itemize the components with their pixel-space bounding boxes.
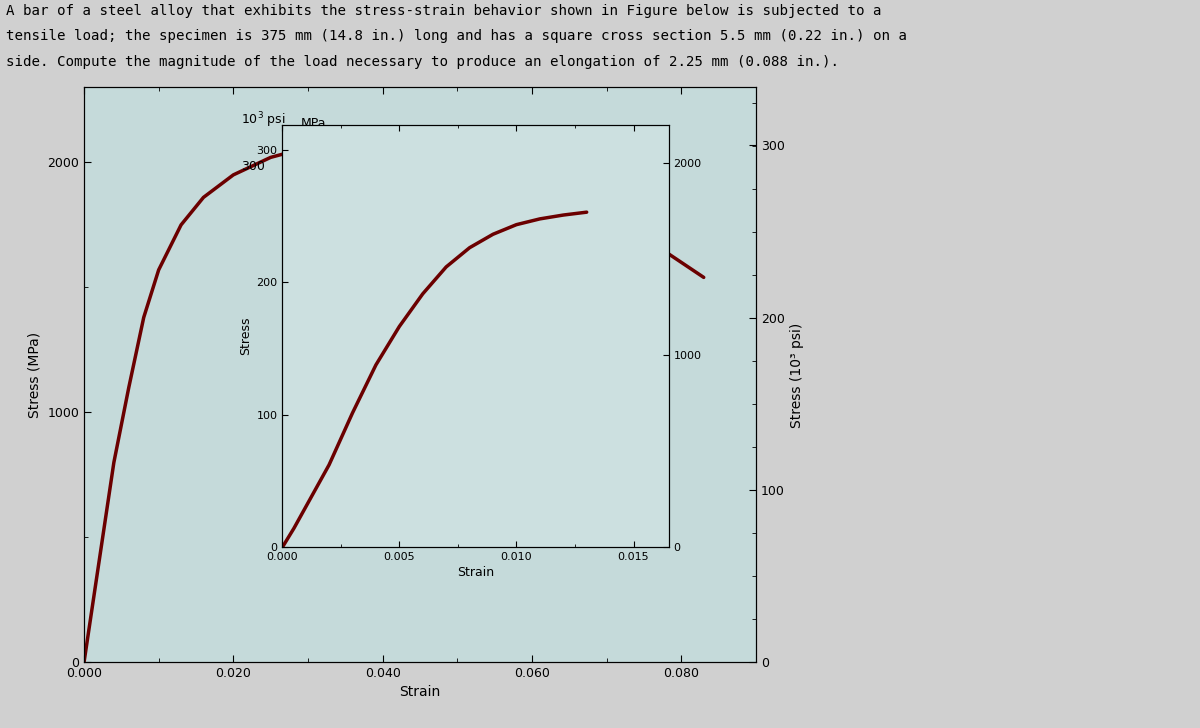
Text: A bar of a steel alloy that exhibits the stress-strain behavior shown in Figure : A bar of a steel alloy that exhibits the… bbox=[6, 4, 882, 17]
Y-axis label: Stress (MPa): Stress (MPa) bbox=[28, 332, 42, 418]
Text: tensile load; the specimen is 375 mm (14.8 in.) long and has a square cross sect: tensile load; the specimen is 375 mm (14… bbox=[6, 29, 907, 43]
Text: MPa: MPa bbox=[300, 117, 326, 130]
Text: 2000: 2000 bbox=[300, 160, 332, 173]
Y-axis label: Stress: Stress bbox=[239, 317, 252, 355]
Text: side. Compute the magnitude of the load necessary to produce an elongation of 2.: side. Compute the magnitude of the load … bbox=[6, 55, 839, 68]
X-axis label: Strain: Strain bbox=[457, 566, 494, 579]
X-axis label: Strain: Strain bbox=[400, 684, 440, 698]
Text: 300: 300 bbox=[241, 160, 265, 173]
Text: $10^3$ psi: $10^3$ psi bbox=[241, 111, 286, 130]
Y-axis label: Stress (10³ psi): Stress (10³ psi) bbox=[791, 323, 804, 427]
